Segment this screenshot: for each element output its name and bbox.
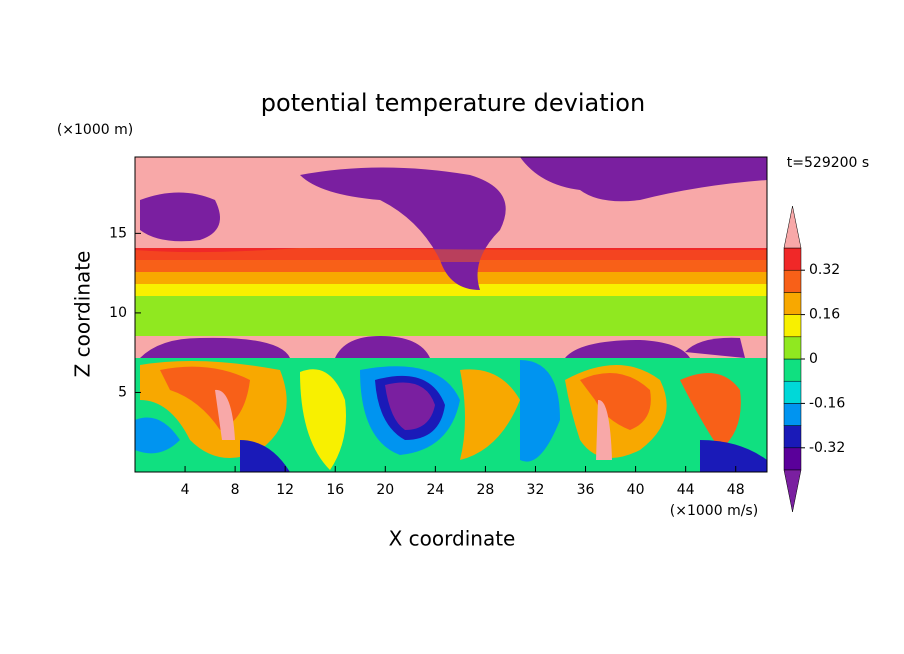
y-unit: (×1000 m) — [57, 122, 133, 138]
colorbar-label: 0.32 — [809, 262, 840, 278]
x-unit: (×1000 m/s) — [670, 503, 758, 519]
colorbar-label: 0.16 — [809, 307, 840, 323]
time-label: t=529200 s — [787, 155, 869, 171]
colorbar-box — [783, 447, 802, 471]
contour-field — [135, 157, 767, 472]
x-tick-label: 12 — [276, 482, 294, 498]
x-tick-label: 36 — [577, 482, 595, 498]
x-tick-label: 44 — [677, 482, 695, 498]
colorbar-box — [783, 314, 802, 338]
x-tick-label: 48 — [727, 482, 745, 498]
colorbar-box — [783, 269, 802, 293]
x-tick-label: 28 — [477, 482, 495, 498]
y-tick-label: 15 — [109, 225, 127, 241]
y-tick-label: 10 — [109, 305, 127, 321]
plot-frame — [134, 156, 768, 473]
colorbar-label: -0.16 — [809, 395, 845, 411]
colorbar-box — [783, 380, 802, 404]
x-tick-label: 40 — [627, 482, 645, 498]
colorbar-label: -0.32 — [809, 440, 845, 456]
colorbar-box — [783, 403, 802, 426]
x-tick-label: 32 — [527, 482, 545, 498]
x-tick-label: 24 — [426, 482, 444, 498]
x-tick-label: 8 — [231, 482, 240, 498]
x-tick-label: 16 — [326, 482, 344, 498]
colorbar-label: 0 — [809, 351, 818, 367]
y-tick-label: 5 — [118, 384, 127, 400]
colorbar-low — [783, 469, 802, 513]
x-tick-label: 4 — [181, 482, 190, 498]
colorbar-box — [783, 336, 802, 360]
colorbar-box — [783, 292, 802, 315]
colorbar-box — [783, 358, 802, 382]
colorbar-box — [783, 425, 802, 449]
chart-title: potential temperature deviation — [261, 89, 645, 117]
colorbar-high — [783, 205, 802, 249]
y-axis-label: Z coordinate — [71, 251, 95, 378]
x-tick-label: 20 — [376, 482, 394, 498]
colorbar-box — [783, 247, 802, 271]
x-axis-label: X coordinate — [389, 527, 516, 551]
